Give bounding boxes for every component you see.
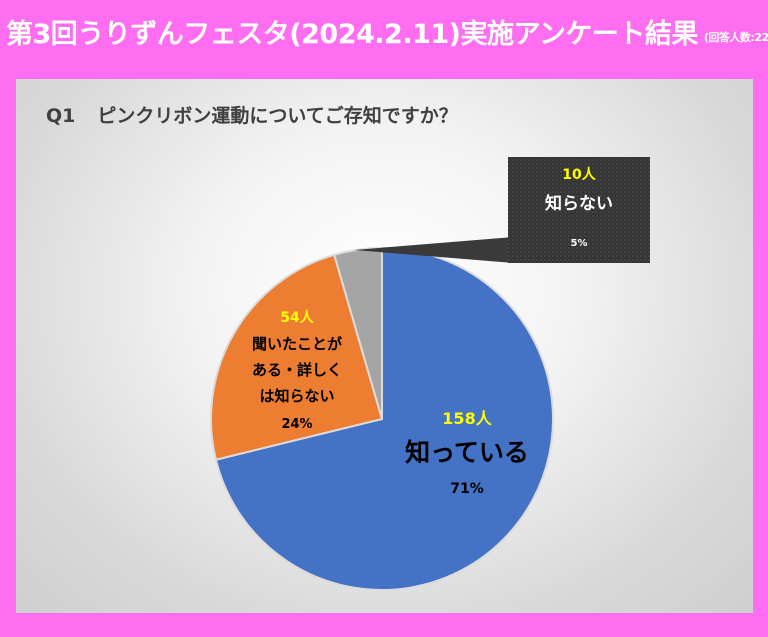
- pie-slice-heard: [210, 253, 384, 461]
- question-text: ピンクリボン運動についてご存知ですか？: [97, 105, 458, 127]
- slice-label-heard-line-3: は知らない: [259, 387, 334, 405]
- callout-box: [508, 157, 650, 263]
- question-heading: Q1 ピンクリボン運動についてご存知ですか？: [46, 101, 458, 128]
- survey-title: 第3回うりずんフェスタ(2024.2.11)実施アンケート結果: [6, 19, 698, 50]
- pie-chart: 10人 知らない 5% 158人 知っている 71% 54人 聞いたことが ある…: [210, 157, 650, 591]
- callout-pointer: [354, 237, 513, 263]
- slice-label-not-known: 知らない: [544, 193, 613, 214]
- slice-label-known: 知っている: [405, 438, 529, 467]
- pie-slice-known: [214, 246, 554, 591]
- slice-percent-label-known: 71%: [450, 481, 484, 497]
- slice-label-heard-line-1: 聞いたことが: [252, 335, 343, 353]
- slice-count-label-heard: 54人: [280, 309, 314, 326]
- slice-count-label-known: 158人: [442, 409, 492, 428]
- slice-percent-label-heard: 24%: [281, 417, 312, 432]
- respondent-count-note: (回答人数:222名): [703, 31, 768, 44]
- page-title: 第3回うりずんフェスタ(2024.2.11)実施アンケート結果 (回答人数:222…: [6, 18, 768, 55]
- slice-count-label-not-known: 10人: [562, 166, 596, 183]
- question-number: Q1: [46, 105, 76, 127]
- slice-label-heard-line-2: ある・詳しく: [252, 361, 342, 379]
- chart-panel: Q1 ピンクリボン運動についてご存知ですか？ 10人 知らない 5% 158人 知…: [16, 79, 753, 613]
- slice-percent-label-not-known: 5%: [571, 238, 588, 249]
